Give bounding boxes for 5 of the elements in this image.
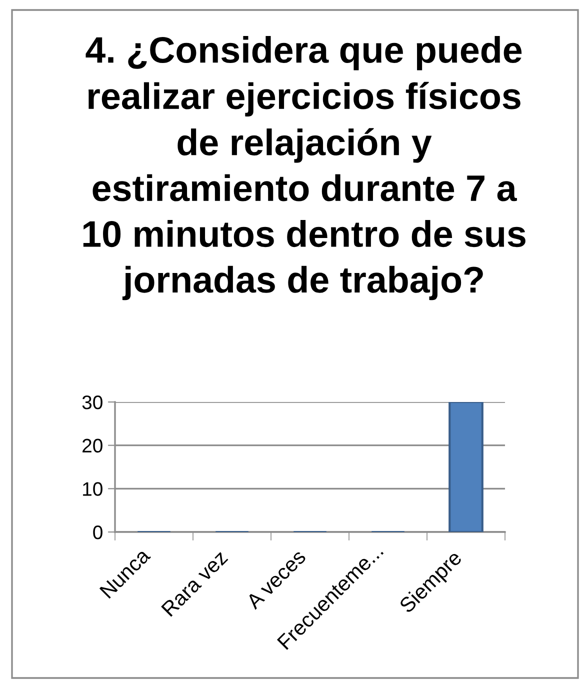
y-tick-label: 30: [82, 395, 102, 410]
chart-title: 4. ¿Considera que puede realizar ejercicios físicos de relajación y estiramiento durante 7 a 10 minutos dentro de sus jornadas de trabajo?: [83, 36, 526, 300]
y-tick-label: 20: [82, 438, 102, 453]
y-tick-label: 10: [83, 482, 102, 496]
y-tick-label: 0: [93, 525, 102, 540]
